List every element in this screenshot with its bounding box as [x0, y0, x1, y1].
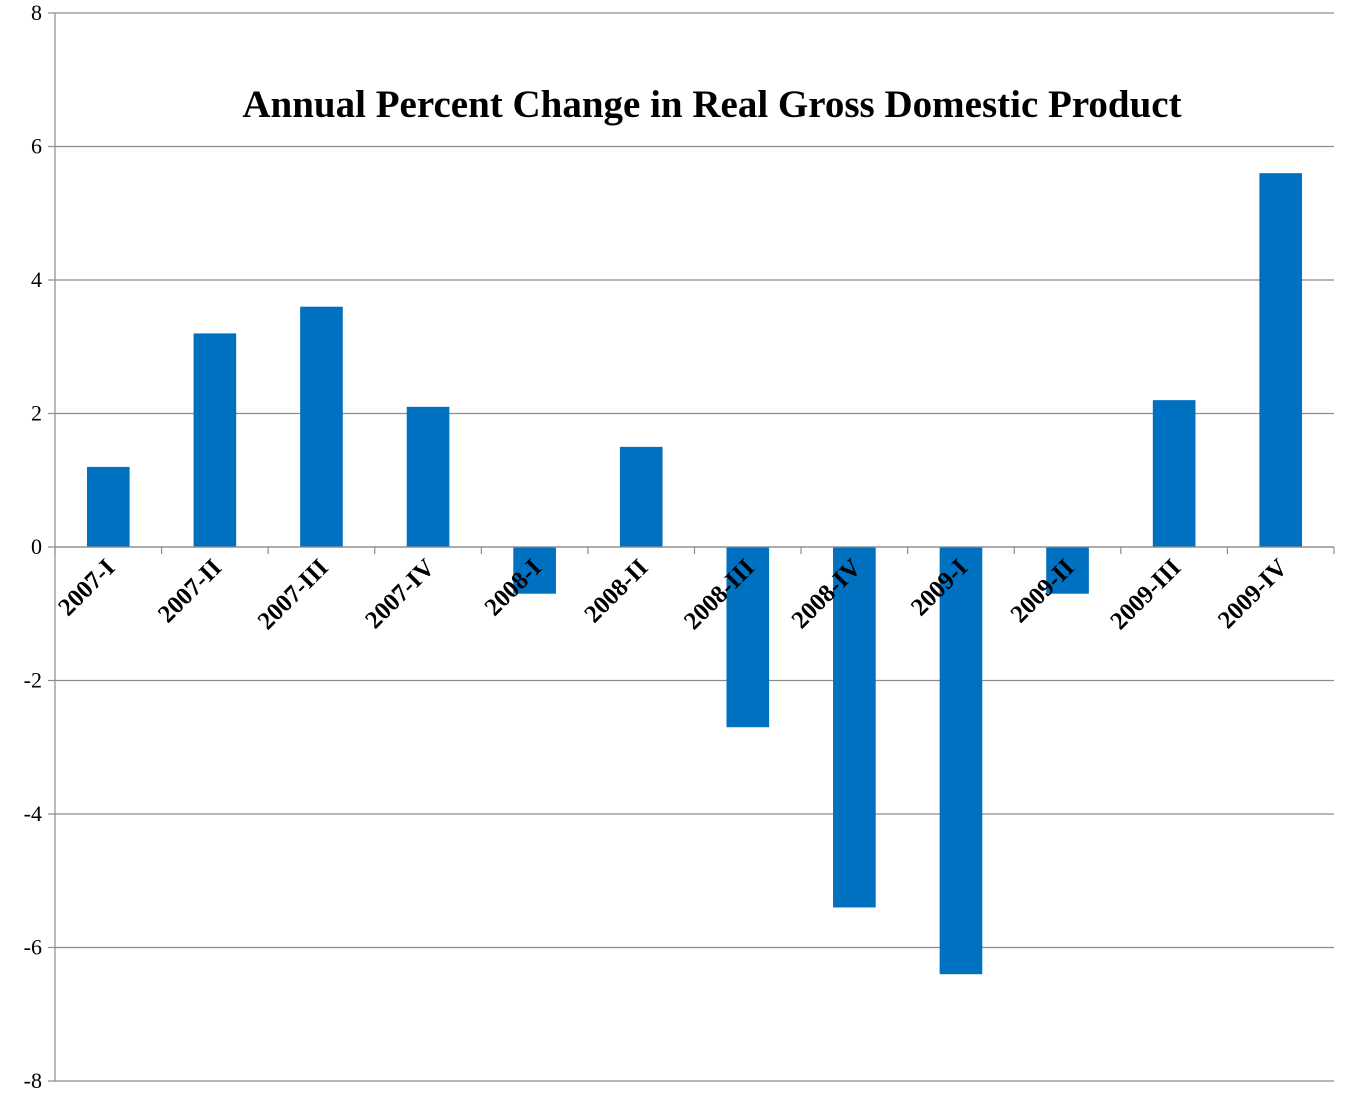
- x-category-label: 2007-IV: [360, 554, 440, 634]
- bar-2009-II: [1046, 547, 1089, 594]
- y-tick-label: 2: [31, 401, 42, 426]
- y-tick-labels: 8 6 4 2 0 -2 -4 -6 -8: [24, 0, 42, 1093]
- bar-2008-IV: [833, 547, 876, 908]
- bar-2009-IV: [1259, 173, 1303, 547]
- bar-2008-I: [513, 547, 556, 594]
- x-category-label: 2009-III: [1105, 554, 1186, 635]
- x-category-label: 2007-II: [153, 554, 227, 628]
- bar-2009-III: [1152, 400, 1196, 547]
- bar-layer: [86, 173, 1303, 975]
- x-category-label: 2009-IV: [1213, 554, 1293, 634]
- x-category-label: 2007-III: [253, 554, 334, 635]
- y-tick-label: -4: [24, 801, 42, 826]
- x-category-label: 2007-I: [53, 554, 120, 621]
- bar-2008-II: [619, 446, 663, 547]
- axis-layer: [54, 13, 1335, 1081]
- bar-2007-I: [86, 466, 130, 547]
- y-tick-label: 8: [31, 0, 42, 25]
- y-tick-label: -6: [24, 935, 42, 960]
- x-category-label: 2008-II: [579, 554, 653, 628]
- y-tick-label: -8: [24, 1068, 42, 1093]
- chart-title: Annual Percent Change in Real Gross Dome…: [242, 83, 1181, 126]
- bar-2009-I: [939, 547, 983, 975]
- y-tick-label: -2: [24, 668, 42, 693]
- bar-2007-III: [300, 306, 343, 547]
- y-tick-label: 4: [31, 267, 42, 292]
- category-labels: 2007-I 2007-II 2007-III 2007-IV 2008-I 2008-I…: [53, 554, 1293, 635]
- y-tick-label: 0: [31, 534, 42, 559]
- y-tick-label: 6: [31, 134, 42, 159]
- bar-2008-III: [726, 547, 770, 728]
- bar-2007-IV: [406, 406, 450, 547]
- bar-2007-II: [193, 333, 237, 547]
